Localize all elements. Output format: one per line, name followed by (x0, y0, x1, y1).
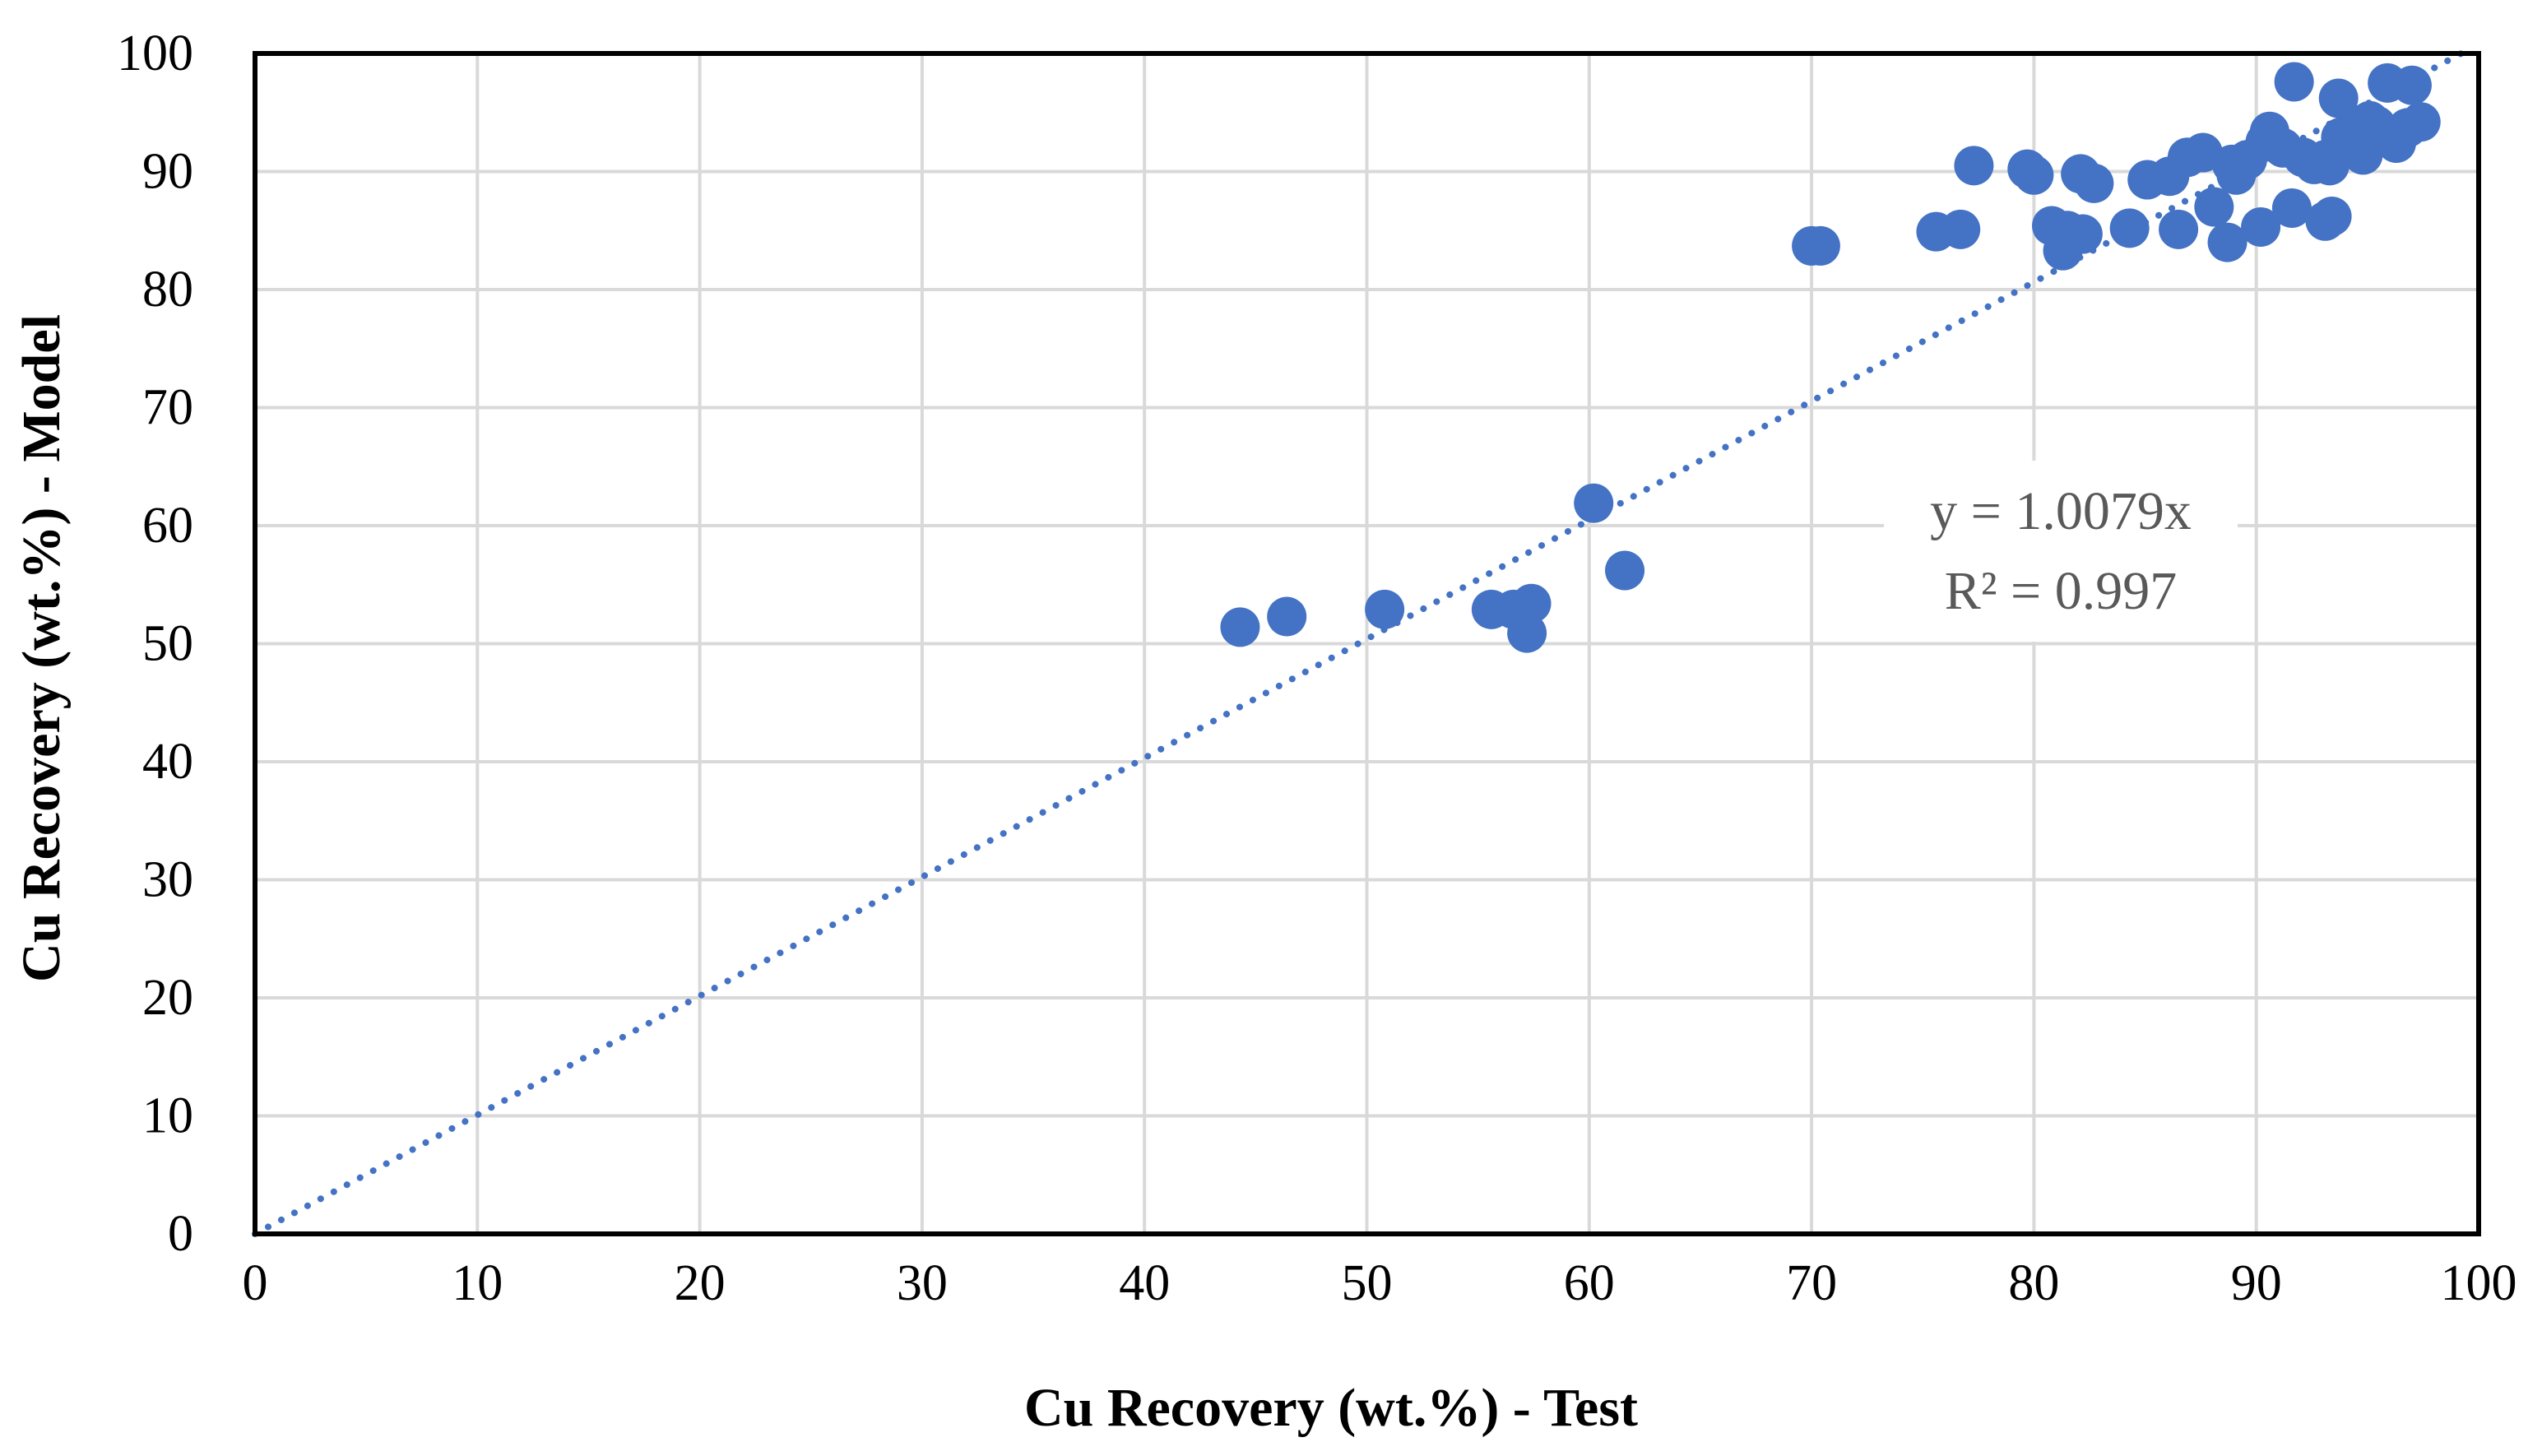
x-tick-label: 10 (452, 1255, 503, 1311)
data-points (1220, 62, 2441, 653)
y-tick-label: 20 (142, 970, 193, 1026)
x-tick-label: 0 (243, 1255, 268, 1311)
data-point (2343, 135, 2383, 175)
data-point (1574, 483, 1614, 523)
x-tick-label: 40 (1119, 1255, 1170, 1311)
plot-frame (253, 51, 2481, 1236)
data-point (1800, 225, 1840, 266)
data-point (1605, 550, 1645, 591)
x-tick-label: 100 (2441, 1255, 2517, 1311)
y-tick-label: 30 (142, 852, 193, 908)
data-point (2271, 188, 2312, 228)
data-point (1511, 583, 1552, 624)
data-point (2074, 163, 2114, 203)
x-tick-label: 30 (897, 1255, 948, 1311)
data-point (1954, 146, 1994, 186)
y-tick-label: 100 (117, 26, 193, 81)
y-tick-labels: 0 10 20 30 40 50 60 70 80 90 100 (117, 26, 193, 1262)
x-tick-label: 90 (2231, 1255, 2282, 1311)
x-tick-label: 70 (1786, 1255, 1837, 1311)
y-tick-label: 90 (142, 144, 193, 200)
x-tick-label: 20 (675, 1255, 726, 1311)
data-point (2401, 102, 2441, 142)
data-point (1220, 607, 1260, 647)
y-tick-label: 50 (142, 616, 193, 672)
data-point (2241, 206, 2281, 247)
data-point (2062, 214, 2103, 254)
y-tick-label: 60 (142, 498, 193, 554)
x-tick-labels: 0 10 20 30 40 50 60 70 80 90 100 (243, 1255, 2517, 1311)
data-point (2312, 197, 2352, 237)
trendline-equation-box: y = 1.0079x R² = 0.997 (1884, 461, 2238, 642)
data-point (1507, 613, 1547, 653)
data-point (2318, 78, 2359, 118)
equation-background (1884, 461, 2238, 642)
trendline-equation: y = 1.0079x (1930, 481, 2192, 541)
y-tick-label: 70 (142, 380, 193, 436)
x-tick-label: 50 (1342, 1255, 1393, 1311)
r-squared-label: R² = 0.997 (1945, 561, 2178, 621)
x-tick-label: 80 (2008, 1255, 2059, 1311)
y-tick-label: 80 (142, 262, 193, 318)
data-point (2159, 209, 2199, 249)
data-point (2014, 155, 2054, 195)
data-point (2207, 222, 2247, 262)
data-point (1941, 209, 1981, 249)
y-tick-label: 0 (168, 1206, 193, 1262)
y-axis-title: Cu Recovery (wt.%) - Model (12, 314, 72, 982)
data-point (2194, 187, 2234, 227)
data-point (1365, 589, 1405, 629)
data-point (2274, 62, 2314, 102)
x-tick-label: 60 (1564, 1255, 1615, 1311)
y-tick-label: 10 (142, 1088, 193, 1144)
data-point (2109, 208, 2150, 248)
data-point (1267, 596, 1307, 637)
data-point (2391, 65, 2432, 105)
x-axis-title: Cu Recovery (wt.%) - Test (1024, 1378, 1638, 1438)
y-tick-label: 40 (142, 734, 193, 790)
